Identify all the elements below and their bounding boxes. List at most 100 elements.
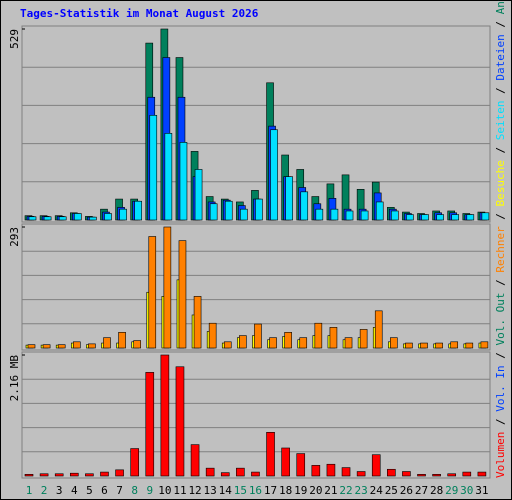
- bar: [42, 344, 51, 349]
- x-tick-label: 25: [385, 484, 398, 497]
- bar: [421, 214, 429, 221]
- bar: [435, 342, 443, 349]
- legend-entry: Seiten: [494, 100, 507, 140]
- x-tick-label: 31: [475, 484, 488, 497]
- legend-separator: /: [494, 81, 507, 101]
- bar: [24, 474, 34, 477]
- x-tick-label: 15: [234, 484, 247, 497]
- x-tick-label: 26: [400, 484, 413, 497]
- bar: [390, 337, 398, 349]
- legend-entry: Besuche: [494, 160, 507, 206]
- legend-separator: /: [494, 346, 507, 366]
- bar: [89, 216, 97, 221]
- bar: [130, 448, 139, 477]
- bar: [223, 341, 232, 349]
- bar: [481, 212, 490, 221]
- legend-entry: Vol. In: [494, 365, 507, 411]
- bar: [285, 176, 293, 221]
- x-tick-label: 24: [370, 484, 384, 497]
- bar: [224, 200, 233, 221]
- bar: [296, 453, 306, 477]
- bar: [148, 236, 157, 349]
- x-tick-label: 21: [324, 484, 337, 497]
- bar: [374, 310, 383, 349]
- bar: [480, 341, 489, 349]
- bar: [270, 129, 278, 221]
- bar: [462, 471, 472, 477]
- x-tick-label: 11: [173, 484, 186, 497]
- bar: [100, 471, 109, 477]
- bar: [208, 322, 217, 349]
- bar: [466, 214, 475, 221]
- bar: [300, 191, 309, 221]
- x-tick-label: 3: [56, 484, 63, 497]
- bar: [269, 337, 277, 349]
- bar: [27, 344, 36, 349]
- bar: [330, 208, 339, 221]
- bar: [360, 210, 369, 221]
- x-tick-label: 5: [86, 484, 93, 497]
- legend-entry: Volumen: [494, 432, 507, 478]
- bar: [145, 372, 155, 477]
- x-tick-label: 16: [249, 484, 262, 497]
- bar: [436, 214, 444, 221]
- legend-entry: Vol. Out: [494, 293, 507, 346]
- legend-separator: /: [494, 14, 507, 34]
- bar: [326, 463, 336, 477]
- bar: [164, 133, 173, 221]
- legend-separator: /: [494, 412, 507, 432]
- bar: [344, 337, 353, 349]
- bar: [160, 354, 170, 477]
- bar: [119, 208, 127, 221]
- x-tick-label: 30: [460, 484, 473, 497]
- x-tick-label: 29: [445, 484, 458, 497]
- bar: [266, 432, 275, 477]
- bar: [118, 332, 126, 349]
- y-tick-label: 529: [8, 29, 21, 49]
- bar: [163, 226, 172, 349]
- bar: [299, 337, 308, 349]
- x-tick-label: 7: [116, 484, 123, 497]
- x-tick-label: 13: [204, 484, 217, 497]
- x-tick-label: 27: [415, 484, 428, 497]
- bar: [240, 208, 248, 221]
- bar: [447, 473, 457, 477]
- bar: [134, 200, 142, 221]
- x-tick-label: 14: [219, 484, 233, 497]
- x-tick-label: 1: [26, 484, 33, 497]
- bar: [72, 341, 81, 349]
- bar: [149, 114, 158, 221]
- bar: [194, 169, 203, 221]
- bar: [58, 216, 67, 221]
- legend: Volumen / Vol. In / Vol. Out / Rechner /…: [494, 0, 507, 478]
- bar: [209, 203, 218, 221]
- panel: [21, 351, 491, 479]
- bar: [311, 465, 321, 477]
- x-tick-label: 2: [41, 484, 48, 497]
- bar: [69, 472, 79, 477]
- bar: [255, 198, 263, 221]
- bar: [432, 474, 441, 477]
- x-tick-label: 19: [294, 484, 307, 497]
- panel: [21, 25, 491, 223]
- chart-title: Tages-Statistik im Monat August 2026: [20, 7, 259, 20]
- bar: [57, 344, 66, 349]
- x-tick-label: 12: [188, 484, 201, 497]
- bar: [205, 467, 215, 477]
- bar: [251, 471, 260, 477]
- x-tick-label: 23: [355, 484, 368, 497]
- bar: [405, 342, 413, 349]
- bar: [371, 454, 381, 477]
- x-tick-label: 4: [71, 484, 78, 497]
- bar: [345, 210, 354, 221]
- bar: [387, 468, 396, 477]
- bar: [314, 322, 323, 349]
- bar: [281, 447, 290, 477]
- legend-separator: /: [494, 140, 507, 160]
- x-tick-label: 9: [146, 484, 153, 497]
- bar: [284, 332, 292, 349]
- x-tick-label: 8: [131, 484, 138, 497]
- bar: [175, 366, 185, 477]
- bar: [465, 342, 474, 349]
- x-tick-label: 28: [430, 484, 443, 497]
